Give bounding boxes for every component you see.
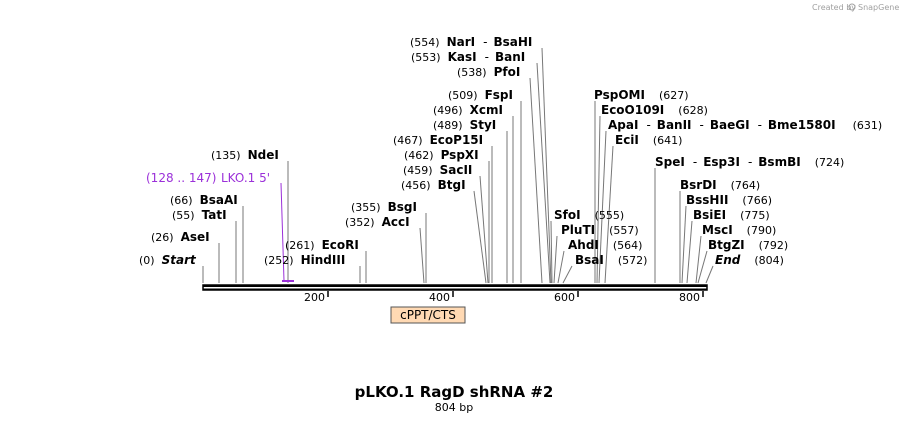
svg-text:AhdI(564): AhdI (564)	[568, 238, 642, 252]
svg-text:SpeI-Esp3I-BsmBI(724): SpeI - Esp3I - BsmBI (724)	[655, 155, 844, 169]
tick-label-800: 800	[679, 291, 700, 304]
svg-text:(462)PspXI: (462) PspXI	[404, 148, 479, 162]
svg-text:(496)XcmI: (496) XcmI	[433, 103, 503, 117]
svg-text:(489)StyI: (489) StyI	[433, 118, 496, 132]
svg-text:(66)BsaAI: (66) BsaAI	[170, 193, 238, 207]
svg-text:ApaI-BanII-BaeGI-Bme1580I(631): ApaI - BanII - BaeGI - Bme1580I (631)	[608, 118, 882, 132]
svg-text:(135)NdeI: (135) NdeI	[211, 148, 279, 162]
svg-text:(55)TatI: (55) TatI	[172, 208, 227, 222]
svg-text:(355)BsgI: (355) BsgI	[351, 200, 417, 214]
svg-text:EcoO109I(628): EcoO109I (628)	[601, 103, 708, 117]
map-length: 804 bp	[435, 401, 473, 414]
leader-lines	[202, 47, 714, 284]
tick-label-200: 200	[304, 291, 325, 304]
svg-text:(261)EcoRI: (261) EcoRI	[285, 238, 359, 252]
site-labels-left: (554) NarI - BsaHI (553) KasI - BanI (538) PfoI…	[139, 35, 532, 267]
svg-text:(352)AccI: (352) AccI	[345, 215, 410, 229]
svg-text:(553)KasI-BanI: (553) KasI - BanI	[411, 50, 525, 64]
svg-text:(459)SacII: (459) SacII	[403, 163, 472, 177]
axis-ticks	[327, 291, 704, 297]
site-name: BsaHI	[493, 35, 532, 49]
svg-text:PluTI(557): PluTI (557)	[561, 223, 639, 237]
feature-box-cppt-cts	[390, 306, 466, 324]
svg-text:End(804): End (804)	[715, 253, 784, 267]
tick-label-400: 400	[429, 291, 450, 304]
site-labels-right: PspOMI (627) EcoO109I (628) ApaI - BanII - Bae…	[554, 88, 882, 267]
svg-text:BsiEI(775): BsiEI (775)	[693, 208, 770, 222]
svg-text:(252)HindIII: (252) HindIII	[264, 253, 345, 267]
svg-text:(26)AseI: (26) AseI	[151, 230, 210, 244]
snapgene-logo-icon	[848, 3, 856, 11]
credit-brand: SnapGene	[858, 3, 899, 12]
svg-text:BtgZI(792): BtgZI (792)	[708, 238, 788, 252]
site-pos: (554)	[410, 36, 440, 49]
primer-leader	[280, 182, 285, 282]
svg-text:BsrDI(764): BsrDI (764)	[680, 178, 760, 192]
map-title: pLKO.1 RagD shRNA #2	[355, 383, 554, 401]
svg-text:(509)FspI: (509) FspI	[448, 88, 513, 102]
credit-text: Created by	[812, 3, 856, 12]
svg-text:EciI(641): EciI (641)	[615, 133, 682, 147]
svg-text:(456)BtgI: (456) BtgI	[401, 178, 466, 192]
feature-label: cPPT/CTS	[400, 308, 456, 322]
svg-text:(554)NarI-BsaHI: (554) NarI - BsaHI	[410, 35, 532, 49]
svg-text:MscI(790): MscI (790)	[702, 223, 776, 237]
tick-label-600: 600	[554, 291, 575, 304]
svg-text:SfoI(555): SfoI (555)	[554, 208, 624, 222]
svg-text:BssHII(766): BssHII (766)	[686, 193, 772, 207]
svg-text:PspOMI(627): PspOMI (627)	[594, 88, 689, 102]
svg-text:(538)PfoI: (538) PfoI	[457, 65, 520, 79]
primer-range: (128 .. 147)	[146, 171, 216, 185]
svg-text:(0)Start: (0) Start	[139, 253, 197, 267]
svg-text:(467)EcoP15I: (467) EcoP15I	[393, 133, 483, 147]
primer-label: LKO.1 5'	[221, 171, 270, 185]
site-name: NarI	[447, 35, 476, 49]
svg-text:BsaI(572): BsaI (572)	[575, 253, 647, 267]
